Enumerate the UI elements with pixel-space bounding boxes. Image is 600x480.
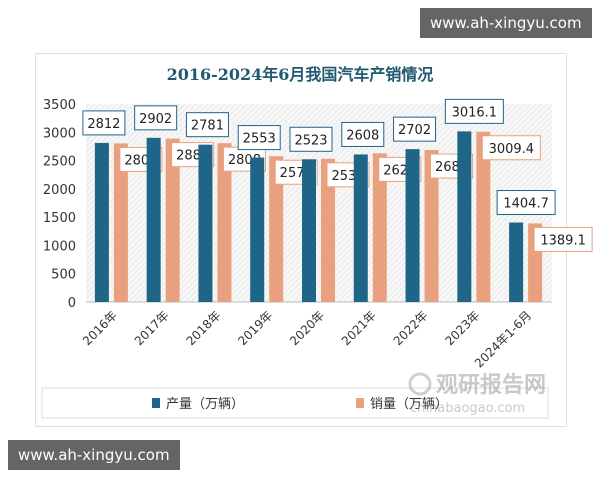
y-tick-label: 1500 [43, 211, 76, 226]
bar-production [146, 137, 161, 302]
legend-swatch-sales [356, 398, 364, 408]
legend [41, 387, 549, 419]
x-tick-label: 2018年 [184, 308, 224, 348]
x-tick-label: 2022年 [391, 308, 431, 348]
bar-production [405, 149, 420, 302]
bar-production [509, 222, 524, 302]
bar-production [457, 131, 472, 302]
bar-sales [217, 143, 232, 302]
legend-swatch-production [152, 398, 160, 408]
legend-label-sales: 销量（万辆） [370, 397, 448, 412]
data-label: 2608 [346, 128, 379, 143]
bar-sales [424, 150, 439, 302]
data-label-box [533, 226, 593, 252]
y-tick-label: 2500 [43, 155, 76, 170]
logo-cn: 观研报告网 [436, 373, 546, 398]
bar-production [198, 144, 213, 302]
bar-production [353, 154, 368, 302]
data-label: 1389.1 [540, 233, 586, 248]
chart-title: 2016-2024年6月我国汽车产销情况 [167, 65, 434, 84]
data-label-box [341, 121, 385, 147]
y-tick-label: 2000 [43, 183, 76, 198]
logo-en: chinabaogao.com [410, 401, 525, 416]
watermark-top: www.ah-xingyu.com [420, 8, 592, 38]
x-tick-label: 2023年 [442, 308, 482, 348]
bar-production [94, 142, 109, 302]
data-label-box [289, 126, 333, 152]
bar-sales [321, 158, 335, 302]
watermark-bottom: www.ah-xingyu.com [8, 440, 180, 470]
data-label-box [237, 125, 281, 151]
x-tick-label: 2017年 [132, 308, 172, 348]
y-tick-label: 500 [51, 268, 76, 283]
data-label-box [496, 190, 556, 216]
x-tick-label: 2019年 [235, 308, 275, 348]
data-label-box [481, 135, 541, 161]
legend-label-production: 产量（万辆） [166, 397, 244, 412]
data-label: 2702 [398, 123, 431, 138]
chinabaogao-logo: 观研报告网 chinabaogao.com [408, 372, 546, 416]
data-label: 3009.4 [489, 142, 535, 157]
y-tick-label: 0 [68, 296, 76, 311]
y-tick-label: 3000 [43, 126, 76, 141]
x-tick-label: 2020年 [287, 308, 327, 348]
bar-production [250, 157, 265, 302]
data-label-box [444, 98, 504, 124]
data-label-box [82, 110, 126, 136]
x-tick-label: 2021年 [339, 308, 379, 348]
bar-sales [476, 131, 491, 302]
bar-sales [269, 156, 284, 302]
y-tick-label: 3500 [43, 98, 76, 113]
data-label-box [185, 112, 229, 138]
data-label-box [134, 105, 178, 131]
x-tick-label: 2016年 [80, 308, 120, 348]
data-label: 2553 [243, 132, 276, 147]
bar-sales [113, 143, 128, 302]
bar-production [302, 159, 316, 302]
data-label: 1404.7 [503, 197, 549, 212]
data-label: 3016.1 [452, 105, 498, 120]
data-label-box [393, 116, 437, 142]
data-label: 2902 [139, 112, 172, 127]
data-label: 2781 [191, 119, 224, 134]
data-label: 2523 [294, 133, 327, 148]
bar-sales [165, 138, 180, 302]
y-tick-label: 1000 [43, 239, 76, 254]
data-label: 2812 [87, 117, 120, 132]
bar-sales [372, 153, 387, 302]
